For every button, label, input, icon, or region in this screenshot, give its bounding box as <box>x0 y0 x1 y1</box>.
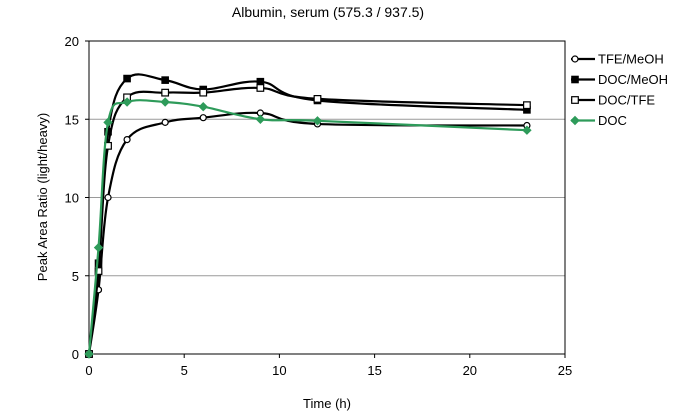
legend-item: DOC/TFE <box>571 93 655 108</box>
legend-marker <box>571 55 579 63</box>
data-point <box>256 77 265 86</box>
series-line <box>87 111 527 355</box>
data-point <box>313 95 322 103</box>
y-tick-label: 5 <box>72 269 79 284</box>
legend-item: TFE/MeOH <box>571 52 664 67</box>
data-point <box>161 76 169 84</box>
x-tick-label: 10 <box>272 363 286 378</box>
gridlines <box>89 118 565 277</box>
data-point <box>93 242 104 253</box>
x-tick-label: 0 <box>85 363 92 378</box>
series-doc <box>84 97 532 359</box>
y-axis-label: Peak Area Ratio (light/heavy) <box>35 113 50 281</box>
data-point <box>198 102 208 112</box>
y-tick-label: 20 <box>65 34 79 49</box>
legend-label: TFE/MeOH <box>598 52 664 67</box>
data-point <box>104 193 112 202</box>
data-point <box>523 101 531 110</box>
data-point <box>312 116 323 126</box>
legend-label: DOC/MeOH <box>598 72 668 87</box>
data-point <box>161 88 170 97</box>
x-tick-label: 15 <box>367 363 381 378</box>
x-axis-label: Time (h) <box>303 396 351 411</box>
data-point <box>94 267 103 275</box>
legend: TFE/MeOH DOC/MeOH DOC/TFE DOC <box>570 52 668 128</box>
data-point <box>123 74 131 83</box>
series-tfe-meoh <box>85 109 531 358</box>
x-tick-label: 5 <box>181 363 188 378</box>
data-point <box>199 114 207 122</box>
data-point <box>161 118 169 126</box>
chart-title: Albumin, serum (575.3 / 937.5) <box>232 4 424 20</box>
data-point <box>522 125 532 135</box>
series-line <box>87 99 527 355</box>
x-tick-label: 25 <box>558 363 572 378</box>
y-tick-label: 10 <box>65 191 79 206</box>
series-line <box>87 73 527 355</box>
y-tick-label: 15 <box>65 112 79 127</box>
data-point <box>199 88 208 97</box>
data-point <box>123 135 131 144</box>
data-point <box>84 349 94 359</box>
data-point <box>122 97 132 107</box>
legend-label: DOC <box>598 113 627 128</box>
data-point <box>160 97 170 107</box>
y-axis: 0 5 10 15 20 <box>65 34 89 362</box>
legend-item: DOC <box>570 113 627 128</box>
data-point <box>103 117 113 128</box>
series-layer <box>84 73 532 359</box>
y-tick-label: 0 <box>72 347 79 362</box>
x-axis: 0 5 10 15 20 25 <box>85 354 572 378</box>
legend-item: DOC/MeOH <box>571 72 668 87</box>
legend-marker <box>571 96 579 104</box>
legend-label: DOC/TFE <box>598 93 655 108</box>
series-doc-meoh <box>85 73 531 358</box>
data-point <box>255 114 266 124</box>
legend-marker <box>570 115 580 126</box>
x-tick-label: 20 <box>463 363 477 378</box>
legend-marker <box>571 75 579 84</box>
data-point <box>256 84 265 92</box>
